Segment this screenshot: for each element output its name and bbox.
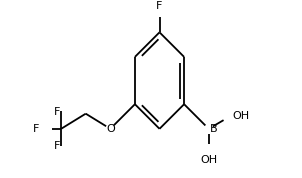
- Text: OH: OH: [200, 155, 217, 165]
- Text: B: B: [210, 124, 218, 134]
- Text: O: O: [106, 124, 115, 134]
- Text: F: F: [33, 124, 39, 134]
- Text: F: F: [156, 1, 163, 11]
- Text: F: F: [53, 107, 60, 117]
- Text: OH: OH: [233, 111, 250, 121]
- Text: F: F: [53, 141, 60, 151]
